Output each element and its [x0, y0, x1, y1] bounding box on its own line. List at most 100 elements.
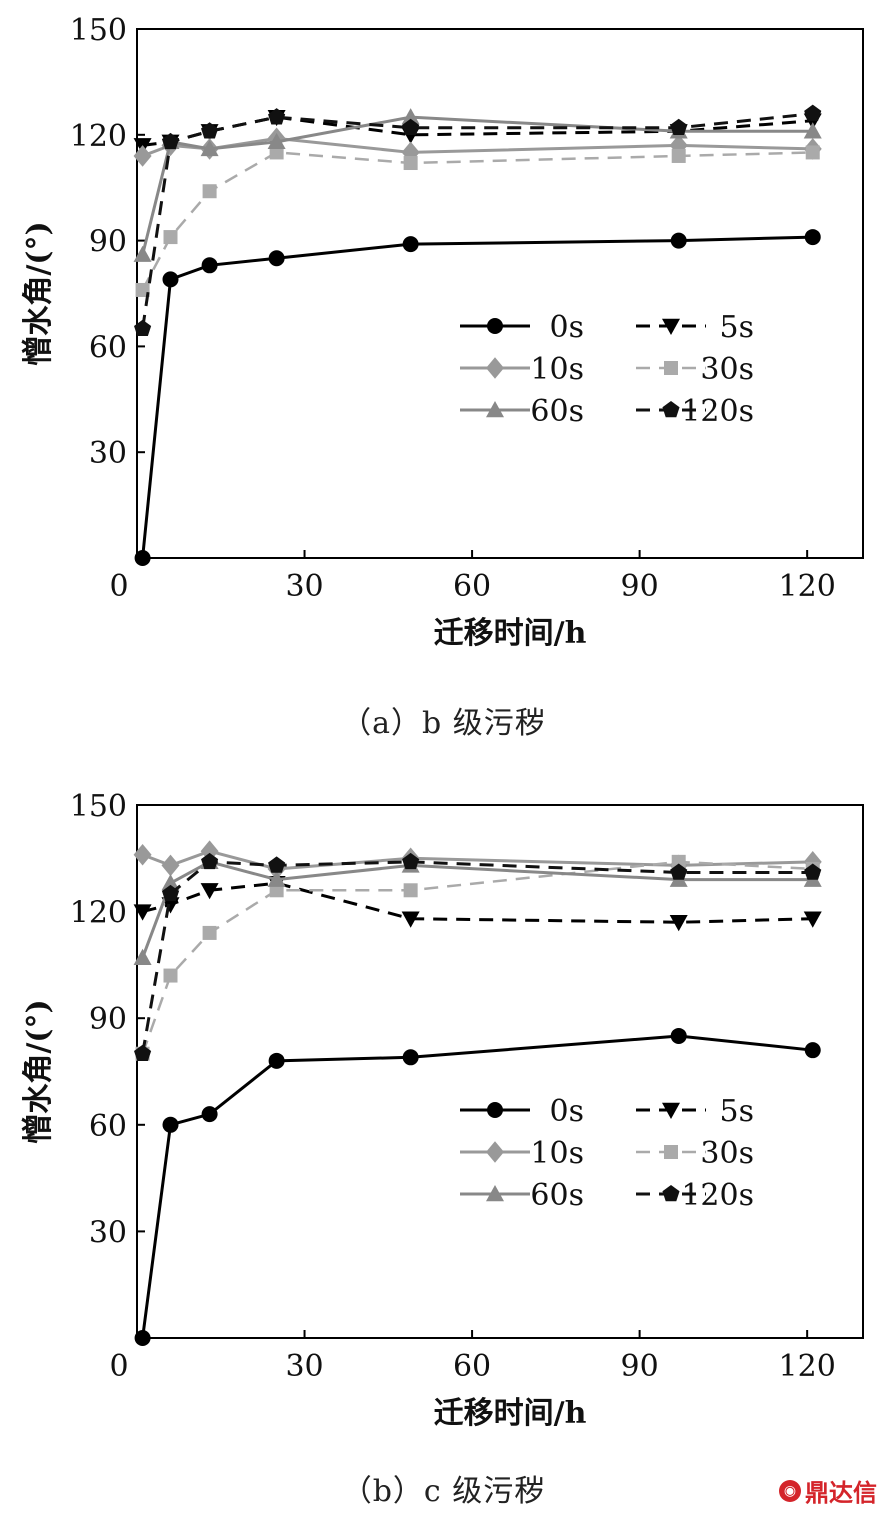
x-tick-label: 0	[109, 1349, 128, 1384]
legend-marker-5s	[662, 318, 680, 335]
legend-marker-10s	[486, 357, 504, 379]
series-line-10s	[142, 849, 813, 871]
legend-label-30s: 30s	[700, 352, 754, 387]
x-tick-label: 60	[453, 569, 491, 604]
data-point-120s	[201, 122, 219, 139]
legend-marker-10s	[486, 1141, 504, 1163]
data-point-5s	[133, 904, 152, 921]
y-axis-label: 憎水角/(°)	[21, 221, 56, 365]
data-point-30s	[202, 925, 217, 940]
watermark: ◉ 鼎达信	[779, 1473, 877, 1508]
legend-label-5s: 5s	[720, 1094, 754, 1129]
data-point-30s	[403, 156, 418, 171]
data-point-10s	[401, 141, 420, 164]
data-point-30s	[163, 968, 178, 983]
data-point-0s	[804, 1042, 821, 1059]
data-point-0s	[134, 1330, 151, 1346]
legend-label-0s: 0s	[550, 310, 584, 345]
data-point-120s	[134, 319, 152, 337]
legend-label-60s: 60s	[530, 394, 584, 429]
data-point-60s	[267, 870, 286, 887]
data-point-10s	[200, 840, 219, 862]
legend-label-30s: 30s	[700, 1136, 754, 1171]
y-tick-label: 30	[89, 1215, 127, 1250]
series-0s	[134, 229, 821, 566]
series-line-5s	[142, 881, 813, 924]
data-point-120s	[201, 852, 219, 870]
legend-label-5s: 5s	[720, 310, 754, 345]
data-point-30s	[135, 282, 150, 297]
series-30s	[135, 145, 820, 297]
data-point-30s	[805, 145, 820, 160]
series-line-30s	[141, 860, 813, 1055]
x-tick-label: 60	[453, 1349, 491, 1384]
legend-marker-5s	[662, 1102, 680, 1119]
series-120s	[134, 852, 822, 1062]
legend: 0s 5s 10s 30s 60s 120s	[460, 310, 754, 429]
chart-caption-a: （a）b 级污秽	[341, 706, 546, 741]
chart-panel-b: 30 60 90 120 150 0 30 60 90 120 迁移时间/h 憎水角/(°) 0s 5s 1…	[0, 780, 887, 1516]
data-point-120s	[804, 863, 822, 880]
data-point-0s	[134, 550, 151, 566]
data-point-120s	[134, 1044, 152, 1062]
data-point-5s	[200, 883, 219, 900]
legend-label-120s: 120s	[681, 394, 754, 429]
data-point-120s	[161, 884, 180, 902]
legend-marker-120s	[662, 1185, 680, 1202]
chart-panel-a: 30 60 90 120 150 0 30 60 90 120 迁移时间/h 憎水角/(°) 0s 5s 1…	[21, 13, 864, 741]
data-point-5s	[161, 897, 180, 914]
x-tick-label: 30	[285, 569, 323, 604]
data-point-120s	[402, 118, 420, 136]
series-line-120s	[141, 860, 813, 1054]
x-tick-label: 0	[109, 569, 128, 604]
y-tick-label: 60	[89, 330, 127, 365]
data-point-0s	[201, 257, 218, 274]
data-point-5s	[669, 915, 688, 932]
plot-frame	[136, 28, 864, 559]
data-point-10s	[133, 145, 152, 167]
data-point-30s	[403, 883, 418, 898]
x-axis-label: 迁移时间/h	[434, 616, 587, 651]
data-point-120s	[670, 118, 688, 136]
y-tick-label: 60	[89, 1109, 127, 1144]
series-30s	[135, 854, 820, 1061]
y-tick-label: 30	[89, 436, 127, 471]
y-tick-label: 90	[89, 1002, 127, 1037]
legend-label-60s: 60s	[530, 1178, 584, 1213]
x-tick-label: 90	[621, 1349, 659, 1384]
data-point-30s	[202, 184, 217, 199]
y-tick-label: 90	[89, 225, 127, 260]
x-tick-label: 120	[779, 1349, 836, 1384]
data-point-60s	[133, 245, 152, 262]
legend-marker-0s	[487, 1102, 503, 1118]
legend-label-10s: 10s	[530, 352, 584, 387]
data-point-0s	[402, 1049, 419, 1066]
legend-marker-30s	[664, 1145, 678, 1159]
x-tick-label: 30	[285, 1349, 323, 1384]
x-tick-label: 120	[779, 569, 836, 604]
data-point-60s	[200, 139, 219, 157]
legend-marker-30s	[664, 361, 678, 375]
data-point-0s	[804, 229, 821, 246]
legend-label-0s: 0s	[550, 1094, 584, 1129]
plot-frame	[136, 804, 864, 1339]
data-point-120s	[161, 132, 180, 150]
data-point-120s	[268, 856, 286, 873]
data-point-0s	[201, 1106, 218, 1123]
data-point-0s	[268, 250, 285, 267]
legend-marker-60s	[486, 401, 504, 418]
data-point-10s	[161, 854, 180, 877]
x-axis-label: 迁移时间/h	[434, 1396, 587, 1431]
data-point-120s	[402, 852, 420, 870]
data-point-10s	[133, 843, 152, 866]
legend-label-10s: 10s	[530, 1136, 584, 1171]
data-point-0s	[268, 1052, 285, 1069]
data-point-60s	[133, 948, 152, 965]
data-point-0s	[670, 1027, 687, 1044]
data-point-30s	[671, 148, 686, 163]
y-tick-label: 120	[70, 119, 127, 154]
data-point-0s	[162, 271, 179, 288]
x-tick-label: 90	[621, 569, 659, 604]
data-point-0s	[670, 232, 687, 249]
series-line-60s	[141, 115, 813, 256]
